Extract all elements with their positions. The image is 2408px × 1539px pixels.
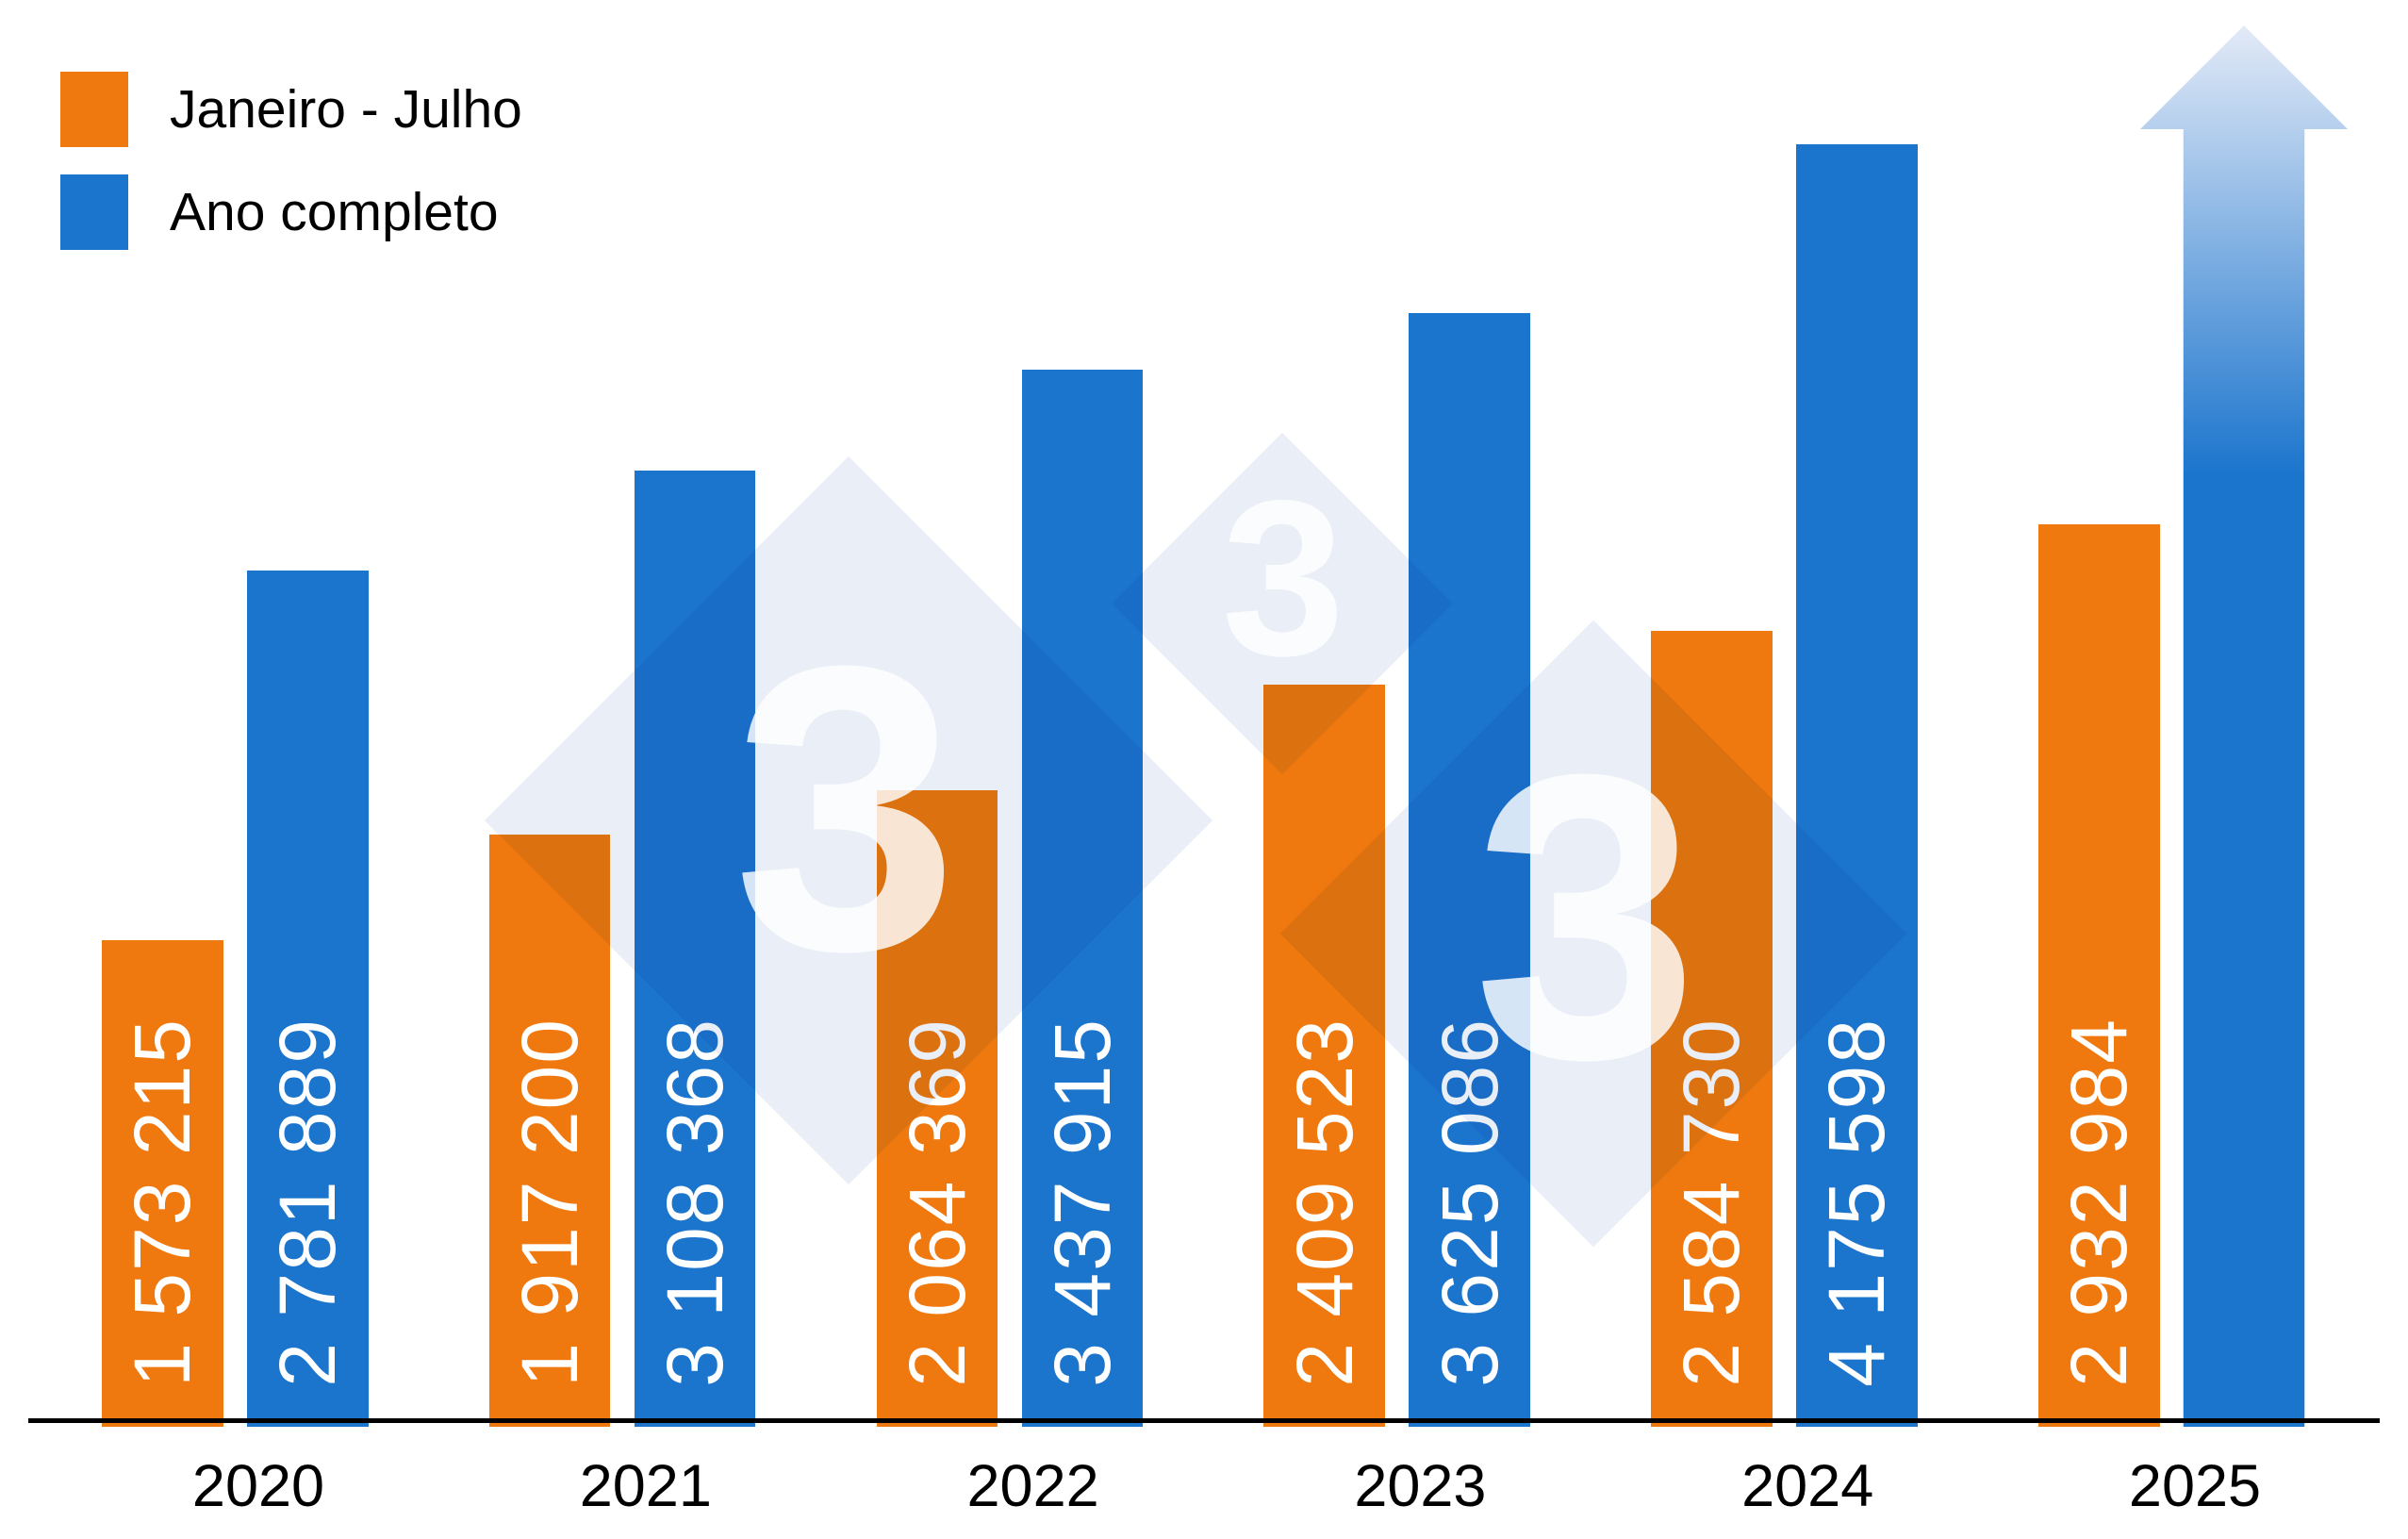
bar-2025-janeiro-julho: 2 932 984 [2038, 523, 2160, 1427]
bar-2023-ano-completo: 3 625 086 [1409, 312, 1530, 1427]
x-axis-label-2021: 2021 [579, 1453, 712, 1519]
bar-value-label: 2 781 889 [263, 1018, 353, 1387]
bar-2022-janeiro-julho: 2 064 369 [876, 789, 998, 1427]
bar-2022-ano-completo: 3 437 915 [1021, 370, 1144, 1427]
x-axis-label-2020: 2020 [191, 1453, 325, 1519]
bar-2020-janeiro-julho: 1 573 215 [102, 939, 223, 1427]
x-axis-label-2023: 2023 [1354, 1453, 1487, 1519]
legend-item-janeiro-julho: Janeiro - Julho [60, 72, 522, 147]
bar-2024-janeiro-julho: 2 584 730 [1651, 630, 1773, 1427]
legend-label: Ano completo [170, 182, 499, 242]
bar-value-label: 2 932 984 [2054, 1018, 2144, 1387]
legend-swatch-orange [60, 72, 128, 147]
bar-value-label: 3 437 915 [1037, 1018, 1127, 1387]
x-axis-label-2024: 2024 [1741, 1453, 1874, 1519]
bar-value-label: 3 108 368 [651, 1018, 740, 1387]
bar-value-label: 1 573 215 [118, 1018, 207, 1387]
x-axis-label-2022: 2022 [966, 1453, 1099, 1519]
x-axis-line [28, 1418, 2380, 1423]
legend-swatch-blue [60, 174, 128, 250]
bar-2023-janeiro-julho: 2 409 523 [1263, 684, 1385, 1427]
bar-2020-ano-completo: 2 781 889 [247, 570, 369, 1427]
bar-value-label: 2 409 523 [1279, 1018, 1369, 1387]
bar-value-label: 3 625 086 [1425, 1018, 1514, 1387]
legend-label: Janeiro - Julho [170, 79, 522, 140]
bar-2021-ano-completo: 3 108 368 [634, 471, 756, 1427]
bar-value-label: 2 584 730 [1667, 1018, 1757, 1387]
bar-value-label: 4 175 598 [1812, 1018, 1902, 1387]
x-axis-label-2025: 2025 [2128, 1453, 2262, 1519]
bar-value-label: 2 064 369 [892, 1018, 981, 1387]
bar-2021-janeiro-julho: 1 917 200 [488, 835, 611, 1427]
projection-arrow-2025 [2140, 25, 2349, 1427]
bar-value-label: 1 917 200 [505, 1018, 595, 1387]
legend-item-ano-completo: Ano completo [60, 174, 499, 250]
bar-2024-ano-completo: 4 175 598 [1796, 144, 1918, 1427]
